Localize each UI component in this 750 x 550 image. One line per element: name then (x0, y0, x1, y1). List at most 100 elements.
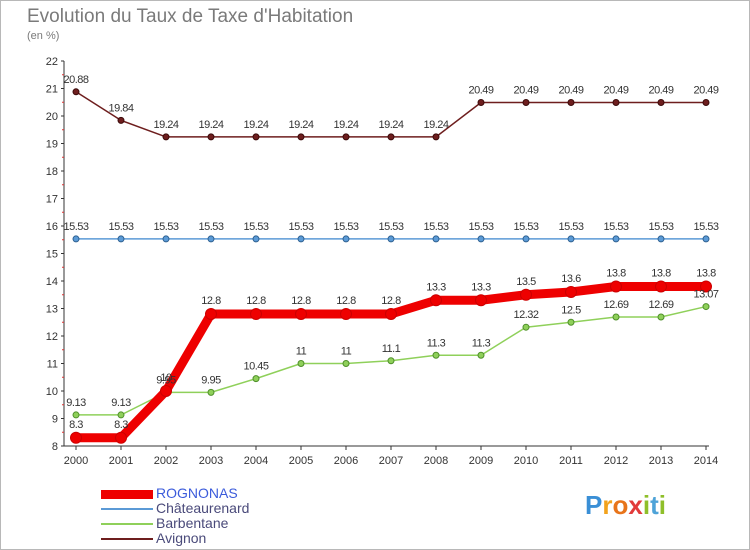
data-label-chateaurenard: 15.53 (63, 221, 88, 233)
x-tick-label: 2004 (244, 455, 268, 467)
data-label-avignon: 19.24 (288, 119, 313, 131)
logo-letter: i (658, 490, 666, 520)
data-point-barbentane (567, 318, 575, 326)
data-point-avignon (477, 99, 485, 107)
logo-letter: o (612, 490, 629, 520)
legend-item: Avignon (101, 530, 341, 546)
data-label-chateaurenard: 15.53 (198, 221, 223, 233)
data-label-barbentane: 11.3 (427, 337, 446, 349)
data-label-barbentane: 9.95 (201, 374, 221, 386)
data-label-rognonas: 13.8 (651, 268, 671, 280)
data-label-chateaurenard: 15.53 (468, 221, 493, 233)
data-label-chateaurenard: 15.53 (153, 221, 178, 233)
chart-title: Evolution du Taux de Taxe d'Habitation (27, 6, 354, 27)
y-tick-label: 17 (46, 194, 58, 206)
legend-label: Barbentane (156, 515, 229, 531)
data-point-chateaurenard (612, 235, 620, 243)
data-label-barbentane: 10.45 (243, 361, 268, 373)
data-point-rognonas (205, 308, 217, 320)
data-point-barbentane (252, 375, 260, 383)
data-label-chateaurenard: 15.53 (423, 221, 448, 233)
legend-label: Châteaurenard (156, 500, 250, 516)
data-label-avignon: 20.49 (468, 85, 493, 97)
x-tick-label: 2001 (109, 455, 133, 467)
data-label-avignon: 20.49 (603, 85, 628, 97)
data-label-avignon: 20.49 (693, 85, 718, 97)
data-point-chateaurenard (72, 235, 80, 243)
data-point-barbentane (342, 360, 350, 367)
legend-swatch (101, 523, 153, 525)
x-tick-label: 2008 (424, 455, 448, 467)
data-label-barbentane: 11.1 (382, 343, 401, 355)
data-point-chateaurenard (477, 235, 485, 243)
data-point-avignon (387, 133, 395, 141)
logo-letter: i (642, 490, 651, 520)
data-label-chateaurenard: 15.53 (558, 221, 583, 233)
legend-swatch (101, 508, 153, 510)
data-point-rognonas (295, 308, 307, 320)
data-point-chateaurenard (162, 235, 170, 243)
x-tick-label: 2003 (199, 455, 223, 467)
data-label-barbentane: 9.13 (111, 397, 131, 409)
y-tick-label: 15 (46, 249, 58, 261)
data-label-avignon: 19.24 (243, 119, 268, 131)
data-label-avignon: 19.24 (378, 119, 403, 131)
data-label-barbentane: 9.13 (66, 397, 86, 409)
data-label-rognonas: 10 (160, 372, 172, 384)
logo-letter: t (650, 490, 659, 520)
legend-item: Barbentane (101, 515, 341, 531)
data-point-chateaurenard (702, 235, 710, 243)
x-tick-label: 2005 (289, 455, 313, 467)
data-label-barbentane: 11 (296, 346, 307, 358)
data-point-barbentane (702, 303, 710, 311)
data-label-barbentane: 12.69 (603, 299, 628, 311)
y-tick-label: 12 (46, 331, 58, 343)
data-label-avignon: 19.24 (333, 119, 358, 131)
x-tick-label: 2012 (604, 455, 628, 467)
data-point-chateaurenard (522, 235, 530, 243)
data-point-rognonas (700, 280, 712, 293)
axes: 8 9 10 11 12 13 14 15 16 17 18 19 20 21 22 2000 2001 2002… (46, 56, 718, 467)
x-tick-label: 2007 (379, 455, 403, 467)
y-tick-label: 14 (46, 276, 58, 288)
data-label-rognonas: 13.3 (426, 281, 446, 293)
data-point-barbentane (72, 411, 80, 419)
data-label-avignon: 20.49 (558, 85, 583, 97)
data-point-chateaurenard (297, 235, 305, 243)
data-point-avignon (522, 99, 530, 107)
data-point-barbentane (522, 323, 530, 331)
data-label-rognonas: 12.8 (246, 295, 266, 307)
legend-label: ROGNONAS (156, 485, 238, 501)
data-label-avignon: 19.24 (423, 119, 448, 131)
data-point-barbentane (117, 411, 125, 419)
data-label-avignon: 19.24 (198, 119, 223, 131)
data-point-avignon (567, 99, 575, 107)
data-label-chateaurenard: 15.53 (243, 221, 268, 233)
data-point-avignon (297, 133, 305, 141)
data-label-barbentane: 12.69 (648, 299, 673, 311)
x-tick-label: 2011 (559, 455, 583, 467)
data-point-chateaurenard (387, 235, 395, 243)
data-label-chateaurenard: 15.53 (648, 221, 673, 233)
data-label-chateaurenard: 15.53 (603, 221, 628, 233)
data-point-rognonas (475, 294, 487, 307)
x-tick-label: 2009 (469, 455, 493, 467)
data-point-barbentane (657, 313, 665, 321)
data-point-avignon (162, 133, 170, 141)
data-point-barbentane (612, 313, 620, 321)
y-tick-label: 21 (46, 84, 58, 96)
data-point-chateaurenard (252, 235, 260, 243)
y-tick-label: 18 (46, 166, 58, 178)
data-point-rognonas (520, 288, 532, 301)
data-point-avignon (342, 133, 350, 141)
data-label-chateaurenard: 15.53 (333, 221, 358, 233)
legend-item: ROGNONAS (101, 485, 341, 501)
proxiti-logo: Proxiti (585, 490, 666, 521)
data-label-barbentane: 9.95 (156, 374, 176, 386)
x-tick-label: 2000 (64, 455, 88, 467)
data-label-rognonas: 13.5 (516, 276, 536, 288)
data-point-avignon (612, 99, 620, 107)
logo-letter: r (602, 490, 613, 520)
data-label-rognonas: 8.3 (69, 419, 83, 431)
